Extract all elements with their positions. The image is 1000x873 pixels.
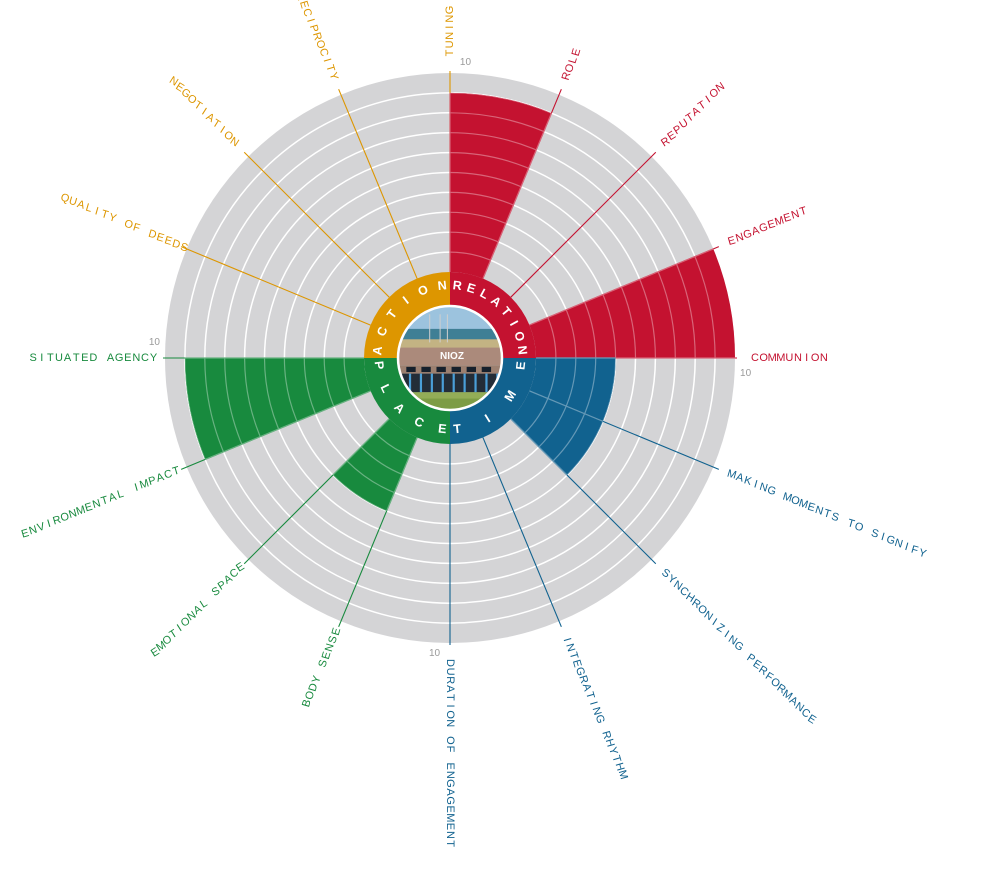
svg-text:A: A — [370, 345, 385, 356]
svg-text:T: T — [73, 352, 80, 364]
svg-text:E: E — [330, 627, 344, 637]
svg-text:C: C — [141, 352, 149, 364]
svg-text:E: E — [444, 823, 456, 830]
svg-text:E: E — [124, 352, 131, 364]
svg-text:I: I — [94, 205, 100, 217]
svg-text:N: N — [444, 15, 456, 23]
svg-text:NIOZ: NIOZ — [440, 351, 464, 362]
svg-text:T: T — [444, 694, 456, 701]
svg-text:10: 10 — [460, 57, 472, 68]
svg-text:E: E — [81, 352, 88, 364]
svg-text:L: L — [84, 202, 93, 215]
svg-text:M: M — [616, 769, 630, 781]
svg-text:A: A — [107, 352, 115, 364]
svg-text:N: N — [444, 831, 456, 839]
svg-text:Y: Y — [107, 211, 118, 225]
svg-text:T: T — [444, 49, 456, 56]
svg-text:I: I — [561, 637, 573, 643]
svg-text:I: I — [46, 518, 52, 530]
svg-text:N: N — [515, 345, 530, 356]
svg-text:N: N — [437, 278, 448, 293]
svg-text:A: A — [64, 352, 72, 364]
svg-text:T: T — [583, 690, 596, 700]
svg-text:T: T — [444, 840, 456, 847]
svg-text:I: I — [321, 57, 333, 63]
svg-text:E: E — [444, 763, 456, 770]
svg-text:I: I — [444, 704, 456, 707]
svg-text:T: T — [453, 422, 463, 437]
svg-text:N: N — [132, 352, 140, 364]
svg-text:U: U — [444, 668, 456, 676]
svg-text:D: D — [444, 659, 456, 667]
svg-text:Y: Y — [917, 547, 928, 561]
svg-text:Y: Y — [150, 352, 158, 364]
svg-text:O: O — [444, 710, 456, 719]
svg-text:G: G — [766, 484, 778, 498]
svg-text:U: U — [55, 352, 63, 364]
svg-text:E: E — [570, 47, 584, 57]
svg-text:I: I — [753, 478, 759, 490]
svg-text:10: 10 — [740, 368, 752, 379]
svg-text:G: G — [593, 713, 607, 725]
svg-text:U: U — [785, 352, 793, 364]
svg-text:R: R — [444, 676, 456, 684]
svg-text:G: G — [444, 779, 456, 788]
svg-text:P: P — [372, 360, 387, 370]
svg-text:T: T — [47, 352, 54, 364]
svg-text:S: S — [30, 352, 37, 364]
svg-text:I: I — [903, 541, 909, 553]
svg-text:F: F — [444, 746, 456, 753]
svg-text:G: G — [444, 6, 456, 15]
svg-text:S: S — [870, 527, 880, 541]
svg-text:O: O — [444, 736, 456, 745]
svg-text:G: G — [115, 352, 124, 364]
svg-text:E: E — [444, 806, 456, 813]
svg-text:S: S — [830, 511, 840, 525]
svg-text:N: N — [444, 32, 456, 40]
svg-text:N: N — [444, 719, 456, 727]
svg-text:I: I — [40, 352, 43, 364]
svg-text:M: M — [444, 813, 456, 822]
svg-text:N: N — [794, 352, 802, 364]
svg-text:O: O — [811, 352, 820, 364]
svg-text:10: 10 — [149, 337, 161, 348]
svg-text:O: O — [853, 520, 865, 534]
svg-text:G: G — [444, 796, 456, 805]
svg-text:I: I — [304, 17, 316, 23]
svg-text:I: I — [444, 26, 456, 29]
svg-text:K: K — [742, 474, 753, 488]
svg-text:E: E — [437, 421, 447, 436]
svg-text:C: C — [751, 352, 759, 364]
svg-text:M: M — [776, 352, 785, 364]
svg-text:A: A — [444, 685, 456, 693]
svg-text:D: D — [89, 352, 97, 364]
svg-text:Y: Y — [327, 71, 341, 82]
svg-text:10: 10 — [429, 648, 441, 659]
svg-text:U: U — [444, 40, 456, 48]
svg-text:R: R — [452, 278, 463, 293]
svg-text:L: L — [116, 488, 125, 501]
svg-text:I: I — [805, 352, 808, 364]
svg-text:N: N — [820, 352, 828, 364]
svg-text:N: N — [444, 771, 456, 779]
svg-text:I: I — [587, 700, 599, 706]
svg-text:E: E — [513, 360, 528, 370]
svg-text:A: A — [444, 788, 456, 796]
